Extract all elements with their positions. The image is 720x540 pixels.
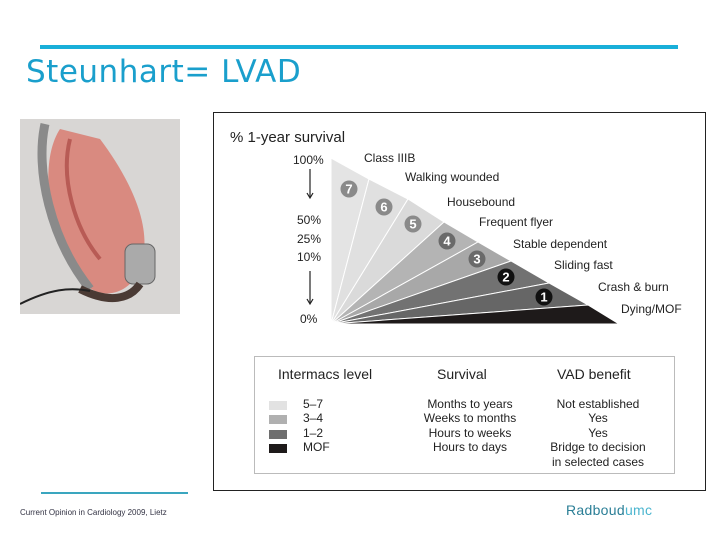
legend-swatch-3-4 xyxy=(269,415,287,424)
down-arrow-icon xyxy=(306,271,314,306)
logo-name: Radboud xyxy=(566,502,625,518)
level-badge-3: 3 xyxy=(468,250,486,268)
segment-label-1: Crash & burn xyxy=(598,280,669,294)
legend-level-3-4: 3–4 xyxy=(303,411,324,425)
level-badge-2: 2 xyxy=(497,268,515,286)
svg-text:4: 4 xyxy=(443,234,451,249)
legend-header-survival: Survival xyxy=(437,366,487,382)
legend-survival-4: Hours to days xyxy=(432,440,508,454)
survival-wedge-diagram: 7 6 5 4 3 2 1 xyxy=(306,157,621,325)
segment-label-3: Stable dependent xyxy=(513,237,608,251)
slide-title: Steunhart= LVAD xyxy=(26,54,302,90)
segment-label-5: Housebound xyxy=(447,195,516,209)
figure-frame: 7 6 5 4 3 2 1 % 1-year survival 100% 50% 25% 1… xyxy=(213,112,706,491)
level-badge-4: 4 xyxy=(438,232,456,250)
y-label-50: 50% xyxy=(297,213,322,227)
svg-text:5: 5 xyxy=(409,217,416,232)
legend-swatch-5-7 xyxy=(269,401,287,410)
legend-survival-1: Months to years xyxy=(427,397,513,411)
wedge-segment-mof xyxy=(330,304,621,325)
legend-survival-3: Hours to weeks xyxy=(428,426,512,440)
legend-swatch-1-2 xyxy=(269,430,287,439)
level-badge-5: 5 xyxy=(404,215,422,233)
legend-benefit-2: Yes xyxy=(588,411,608,425)
svg-text:3: 3 xyxy=(473,252,480,267)
legend-header-level: Intermacs level xyxy=(278,366,373,382)
segment-label-7: Class IIIB xyxy=(364,151,416,165)
down-arrow-icon xyxy=(306,169,314,200)
legend-benefit-extra: in selected cases xyxy=(551,455,645,469)
radboudumc-logo: Radboudumc xyxy=(566,502,652,518)
y-label-10: 10% xyxy=(297,250,322,264)
level-badge-1: 1 xyxy=(535,288,553,306)
svg-text:1: 1 xyxy=(540,290,547,305)
level-badge-6: 6 xyxy=(375,198,393,216)
legend-swatch-mof xyxy=(269,444,287,453)
citation: Current Opinion in Cardiology 2009, Liet… xyxy=(20,508,167,517)
segment-label-4: Frequent flyer xyxy=(479,215,554,229)
y-label-0: 0% xyxy=(300,312,318,326)
title-rule xyxy=(40,45,678,49)
level-badge-7: 7 xyxy=(340,180,358,198)
footer-rule xyxy=(41,492,188,494)
segment-label-2: Sliding fast xyxy=(554,258,613,272)
legend-level-1-2: 1–2 xyxy=(303,426,324,440)
svg-text:7: 7 xyxy=(345,182,352,197)
legend-level-mof: MOF xyxy=(303,440,330,454)
y-axis-title: % 1-year survival xyxy=(230,129,346,146)
segment-label-mof: Dying/MOF xyxy=(621,302,682,316)
legend-benefit-4: Bridge to decision xyxy=(550,440,646,454)
legend-survival-2: Weeks to months xyxy=(423,411,517,425)
y-label-25: 25% xyxy=(297,232,322,246)
legend-benefit-1: Not established xyxy=(556,397,640,411)
logo-suffix: umc xyxy=(624,502,653,518)
legend-level-5-7: 5–7 xyxy=(303,397,324,411)
legend-header-benefit: VAD benefit xyxy=(557,366,631,382)
legend-table: Intermacs level Survival VAD benefit 5–7… xyxy=(254,356,675,474)
lvad-heart-image xyxy=(20,119,180,314)
legend-benefit-3: Yes xyxy=(588,426,608,440)
svg-text:6: 6 xyxy=(380,200,387,215)
svg-text:2: 2 xyxy=(502,270,509,285)
y-label-100: 100% xyxy=(293,153,324,167)
segment-label-6: Walking wounded xyxy=(405,170,500,184)
